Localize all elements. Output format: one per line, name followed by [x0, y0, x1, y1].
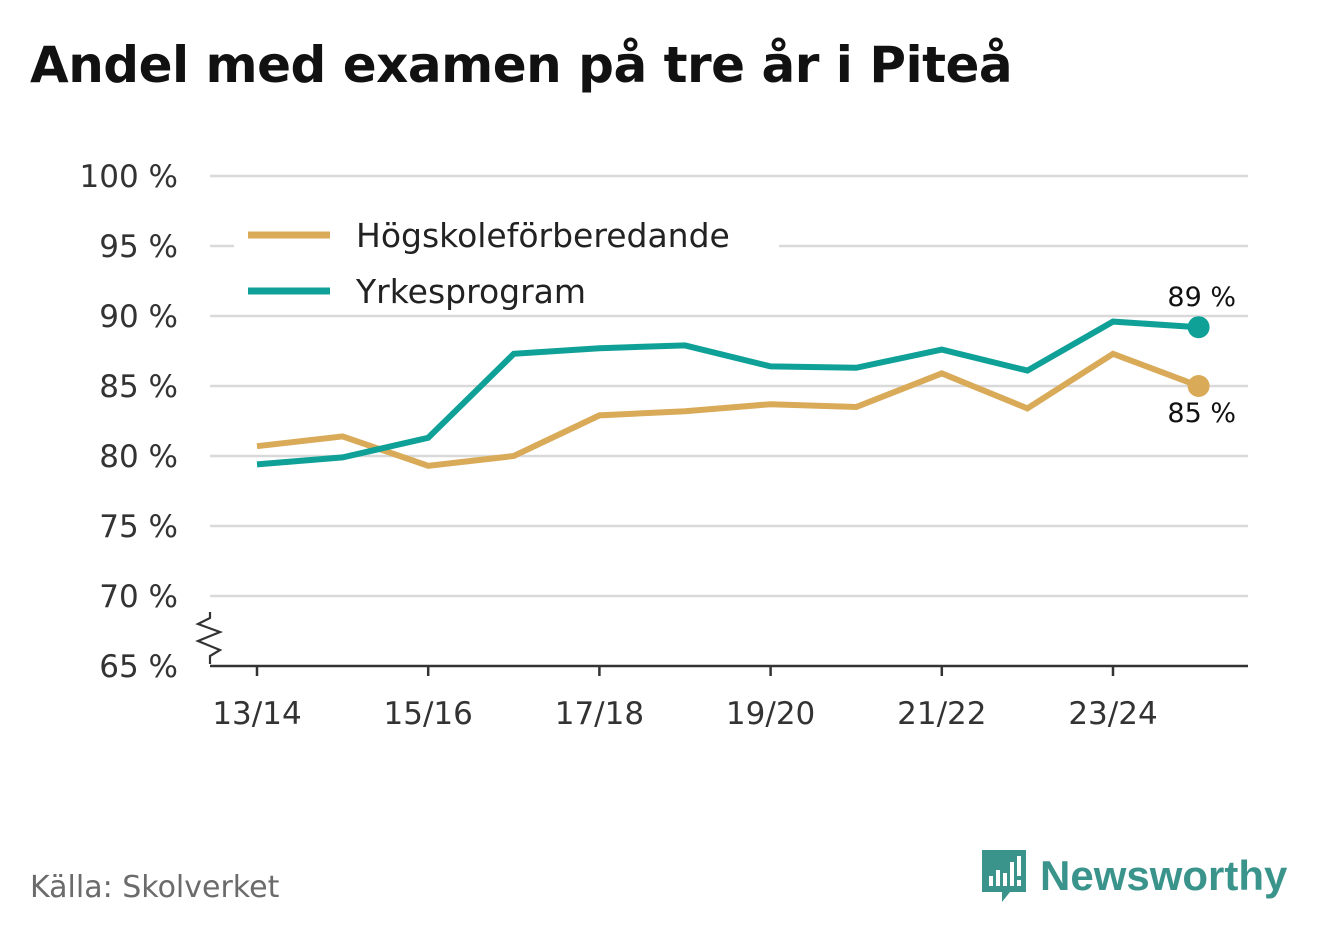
series-end-label: 85 % [1167, 398, 1236, 429]
legend-label: Yrkesprogram [355, 272, 586, 311]
y-axis-break-icon [195, 612, 224, 664]
legend: Högskoleförberedande Yrkesprogram [234, 202, 779, 314]
y-tick-label: 95 % [99, 229, 178, 265]
x-tick-label: 23/24 [1068, 696, 1157, 732]
series-end-dot [1187, 316, 1210, 339]
y-tick-label: 65 % [99, 649, 178, 685]
chart-title: Andel med examen på tre år i Piteå [30, 36, 1013, 94]
y-tick-label: 70 % [99, 579, 178, 615]
brand-logo: Newsworthy [980, 848, 1287, 904]
x-tick-label: 13/14 [212, 696, 301, 732]
series-line [256, 350, 1200, 469]
series-end-dot [1187, 375, 1210, 397]
series-end-marks: 85 % 89 % [1167, 282, 1236, 429]
axes: 65 % 70 % 75 % 80 % 85 % 90 % 95 % 100 % 13/14 15… [80, 159, 1248, 732]
x-tick-label: 15/16 [384, 696, 473, 732]
y-tick-label: 80 % [99, 439, 178, 475]
y-tick-label: 75 % [99, 509, 178, 545]
x-tick-label: 19/20 [726, 696, 815, 732]
x-tick-label: 17/18 [555, 696, 644, 732]
legend-background [234, 202, 779, 314]
legend-label: Högskoleförberedande [356, 216, 730, 255]
y-tick-label: 90 % [99, 299, 178, 335]
y-tick-label: 100 % [80, 159, 178, 195]
series-lines [256, 318, 1200, 469]
series-line [256, 318, 1199, 468]
y-tick-label: 85 % [99, 369, 178, 405]
brand-name: Newsworthy [1040, 852, 1288, 899]
series-end-label: 89 % [1167, 282, 1236, 313]
newsworthy-logo-icon [982, 850, 1026, 902]
x-tick-label: 21/22 [897, 696, 986, 732]
source-text: Källa: Skolverket [30, 870, 280, 905]
